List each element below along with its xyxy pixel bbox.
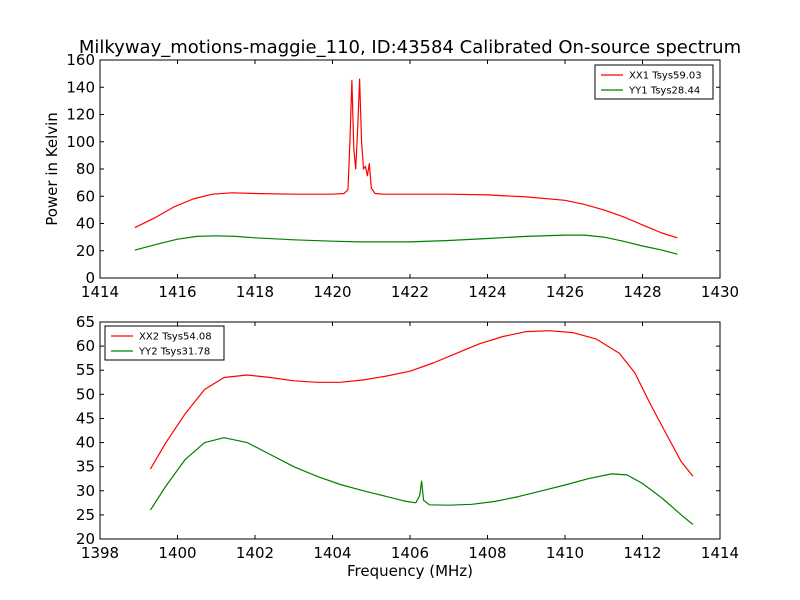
x-tick-label: 1414 [81,283,119,301]
y-tick-label: 50 [76,385,95,403]
legend-label: YY2 Tsys31.78 [138,347,210,358]
x-tick-label: 1420 [313,283,351,301]
y-tick-label: 100 [66,133,95,151]
y-tick-label: 140 [66,78,95,96]
legend-box [594,64,714,100]
x-tick-label: 1430 [701,283,739,301]
x-tick-label: 1428 [623,283,661,301]
series-line-0-0 [134,78,678,239]
legend-label: YY1 Tsys28.44 [628,86,700,97]
y-tick-label: 25 [76,506,95,524]
x-tick-label: 1418 [236,283,274,301]
y-tick-label: 20 [76,242,95,260]
legend-box [104,325,225,361]
x-tick-label: 1398 [81,544,119,562]
x-tick-label: 1412 [623,544,661,562]
y-tick-label: 80 [76,160,95,178]
y-tick-label: 55 [76,361,95,379]
legend-1: XX2 Tsys54.08 YY2 Tsys31.78 [104,325,225,361]
legend-0: XX1 Tsys59.03 YY1 Tsys28.44 [594,64,714,100]
y-tick-label: 35 [76,458,95,476]
y-tick-label: 120 [66,106,95,124]
series-line-1-0 [149,330,694,477]
y-tick-label: 30 [76,482,95,500]
y-tick-label: 160 [66,51,95,69]
legend-label: XX1 Tsys59.03 [629,71,702,82]
x-tick-label: 1424 [468,283,506,301]
bottom-panel: 1398 1400 1402 1404 1406 1408 1410 1412 1414 20 25… [76,313,739,562]
series-line-0-1 [134,234,678,255]
y-tick-label: 40 [76,215,95,233]
y-tick-label: 60 [76,337,95,355]
y-tick-label: 60 [76,187,95,205]
series-line-1-1 [149,437,694,525]
y-tick-label: 0 [85,269,95,287]
x-tick-label: 1400 [158,544,196,562]
legend-label: XX2 Tsys54.08 [139,332,212,343]
bottom-x-axis-label: Frequency (MHz) [347,562,473,580]
y-tick-label: 40 [76,434,95,452]
x-tick-label: 1426 [546,283,584,301]
x-tick-label: 1410 [546,544,584,562]
y-tick-label: 65 [76,313,95,331]
x-tick-label: 1408 [468,544,506,562]
x-tick-label: 1414 [701,544,739,562]
top-panel: 1414 1416 1418 1420 1422 1424 1426 1428 1430 0 20 4… [66,51,739,301]
y-tick-label: 45 [76,409,95,427]
chart-title: Milkyway_motions-maggie_110, ID:43584 Ca… [79,37,741,58]
y-tick-label: 20 [76,530,95,548]
x-tick-label: 1404 [313,544,351,562]
x-tick-label: 1416 [158,283,196,301]
x-tick-label: 1402 [236,544,274,562]
x-tick-label: 1422 [391,283,429,301]
top-y-axis-label: Power in Kelvin [43,112,61,226]
x-tick-label: 1406 [391,544,429,562]
